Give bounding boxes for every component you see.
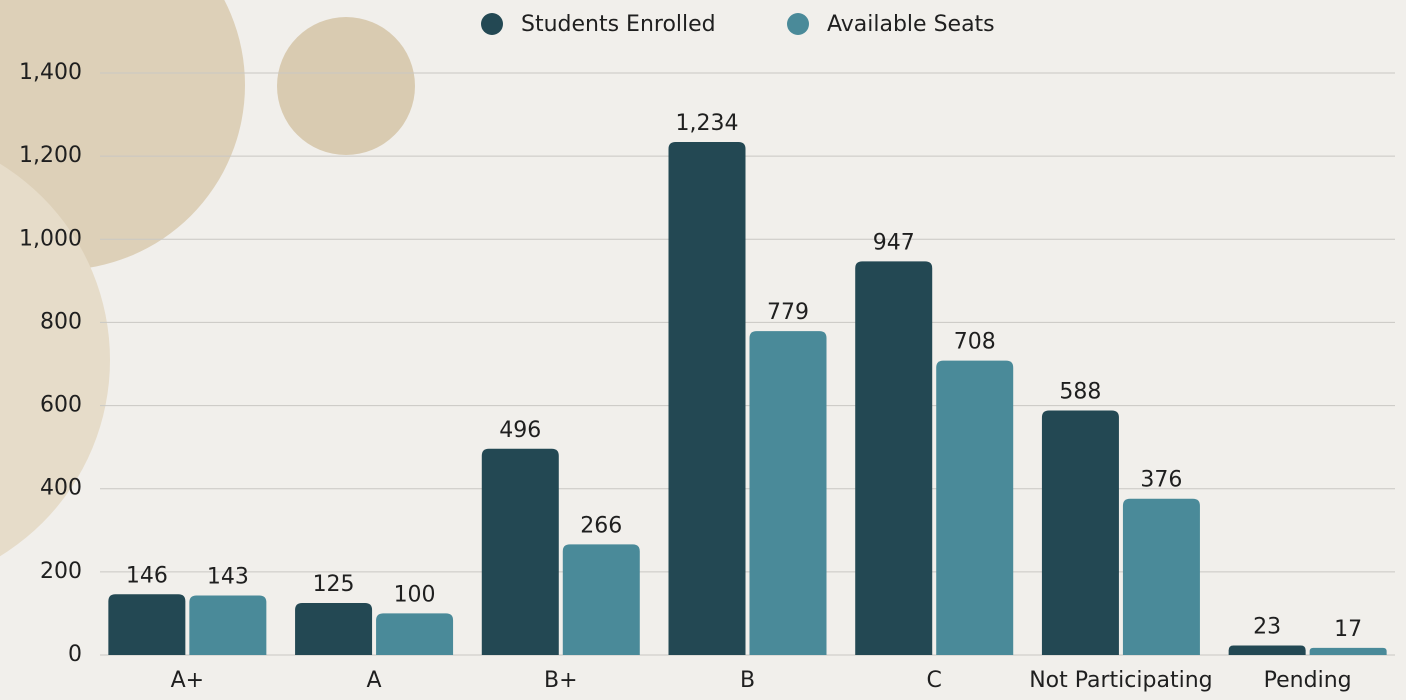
value-label: 708 xyxy=(954,330,996,355)
value-label: 100 xyxy=(394,582,436,607)
x-tick-label: B+ xyxy=(544,668,578,693)
value-label: 1,234 xyxy=(676,111,739,136)
x-tick-label: A+ xyxy=(171,668,204,693)
legend-label: Available Seats xyxy=(827,12,995,37)
legend-marker xyxy=(787,13,809,35)
value-label: 17 xyxy=(1334,617,1362,642)
value-label: 143 xyxy=(207,565,249,590)
value-label: 23 xyxy=(1253,614,1281,639)
x-tick-label: C xyxy=(927,668,942,693)
bar xyxy=(1309,647,1387,655)
bar xyxy=(668,142,746,656)
y-tick-label: 1,400 xyxy=(19,60,82,85)
x-tick-label: A xyxy=(367,668,382,693)
bar xyxy=(749,331,827,655)
bar xyxy=(1122,498,1200,655)
y-tick-label: 1,200 xyxy=(19,143,82,168)
legend-marker xyxy=(481,13,503,35)
y-tick-label: 1,000 xyxy=(19,226,82,251)
bar xyxy=(376,613,454,655)
x-tick-label: Pending xyxy=(1264,668,1352,693)
y-tick-label: 600 xyxy=(40,393,82,418)
y-tick-label: 200 xyxy=(40,559,82,584)
bar xyxy=(855,261,933,655)
bar xyxy=(481,448,559,655)
y-tick-label: 800 xyxy=(40,309,82,334)
value-label: 496 xyxy=(499,418,541,443)
bar xyxy=(936,360,1014,655)
bar xyxy=(295,603,373,655)
x-tick-label: B xyxy=(740,668,755,693)
bar xyxy=(189,595,267,655)
value-label: 947 xyxy=(873,230,915,255)
value-label: 588 xyxy=(1059,380,1101,405)
value-label: 376 xyxy=(1140,468,1182,493)
y-tick-label: 400 xyxy=(40,476,82,501)
bar xyxy=(1228,645,1306,655)
decor-circle xyxy=(0,0,245,270)
value-label: 146 xyxy=(126,563,168,588)
bar xyxy=(562,544,640,655)
decor-circle xyxy=(277,17,415,155)
decor-circle xyxy=(0,163,110,557)
value-label: 125 xyxy=(313,572,355,597)
value-label: 779 xyxy=(767,300,809,325)
x-tick-label: Not Participating xyxy=(1029,668,1212,693)
value-label: 266 xyxy=(580,513,622,538)
bar xyxy=(1041,410,1119,655)
bar xyxy=(108,594,186,655)
legend-label: Students Enrolled xyxy=(521,12,716,37)
y-tick-label: 0 xyxy=(68,642,82,667)
